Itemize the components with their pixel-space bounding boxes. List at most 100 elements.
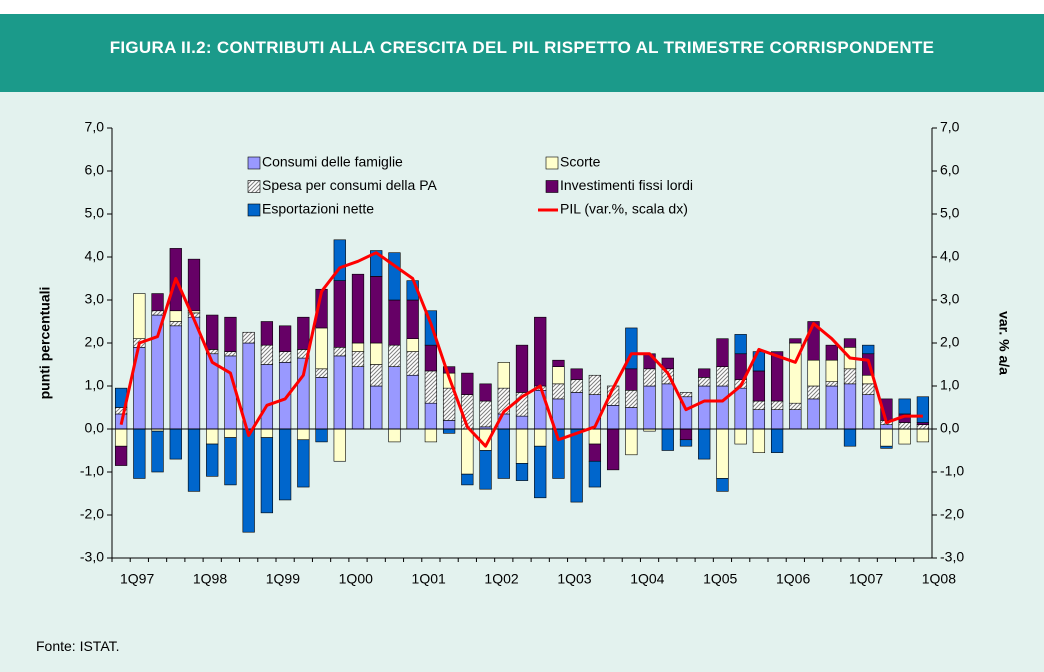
y2-tick-label: 7,0 — [940, 119, 960, 135]
bar-segment — [752, 409, 766, 430]
bar-segment — [206, 314, 219, 350]
bar-segment — [333, 280, 346, 348]
x-tick-label: 1Q00 — [339, 571, 373, 587]
y-tick-label: -1,0 — [80, 463, 104, 479]
y2-tick-label: 6,0 — [940, 162, 960, 178]
x-tick-label: 1Q06 — [776, 571, 810, 587]
bar-segment — [388, 344, 401, 367]
y-tick-label: 2,0 — [85, 334, 105, 350]
bar-segment — [260, 344, 274, 365]
bar-segment — [370, 250, 383, 277]
bar-segment — [151, 430, 164, 473]
bar-segment — [370, 342, 383, 365]
y2-axis-label: var. % a/a — [996, 311, 1012, 375]
bar-segment — [515, 415, 529, 430]
x-tick-label: 1Q99 — [266, 571, 300, 587]
bar-segment — [880, 424, 893, 430]
y-tick-label: 1,0 — [85, 377, 105, 393]
bar-segment — [351, 273, 365, 344]
bar-segment — [588, 374, 602, 395]
y2-tick-label: 1,0 — [940, 377, 960, 393]
bar-segment — [898, 422, 911, 430]
bar-segment — [260, 364, 274, 430]
bar-segment — [588, 443, 602, 462]
bar-segment — [698, 377, 711, 387]
bar-segment — [843, 368, 857, 385]
bar-segment — [570, 428, 583, 503]
bar-segment — [570, 392, 583, 430]
bar-segment — [260, 321, 274, 346]
bar-segment — [406, 338, 419, 352]
bar-segment — [770, 428, 784, 453]
bar-segment — [807, 398, 820, 430]
bar-segment — [315, 368, 328, 378]
bar-segment — [315, 377, 328, 430]
y2-tick-label: -3,0 — [940, 549, 964, 565]
bar-segment — [789, 402, 802, 410]
bar-segment — [169, 325, 182, 430]
bar-segment — [461, 428, 474, 475]
bar-segment — [351, 366, 365, 430]
bar-segment — [515, 428, 529, 464]
bar-segment — [424, 402, 438, 430]
y-tick-label: 4,0 — [85, 248, 105, 264]
bar-segment — [862, 344, 875, 355]
bar-segment — [497, 362, 510, 389]
y2-tick-label: -1,0 — [940, 463, 964, 479]
bar-segment — [880, 445, 893, 449]
bar-segment — [206, 443, 219, 477]
x-tick-label: 1Q08 — [922, 571, 956, 587]
bar-segment — [351, 342, 365, 352]
bar-segment — [461, 372, 474, 395]
bar-segment — [406, 351, 419, 376]
bar-segment — [698, 385, 711, 430]
bar-segment — [679, 392, 693, 398]
bar-segment — [333, 239, 346, 281]
bar-segment — [770, 409, 784, 430]
bar-segment — [716, 478, 729, 492]
bar-segment — [497, 428, 510, 479]
bar-segment — [534, 428, 547, 447]
bar-segment — [552, 383, 565, 400]
bar-segment — [625, 327, 638, 370]
bar-segment — [862, 383, 875, 395]
bar-segment — [151, 310, 164, 316]
bar-segment — [479, 450, 492, 490]
y2-tick-label: 5,0 — [940, 205, 960, 221]
y-tick-label: 6,0 — [85, 162, 105, 178]
bar-segment — [807, 385, 820, 400]
bar-segment — [789, 409, 802, 430]
bar-segment — [916, 422, 930, 425]
bar-segment — [880, 428, 893, 447]
bar-segment — [698, 428, 711, 460]
bar-segment — [588, 428, 602, 445]
bar-segment — [661, 383, 674, 430]
bar-segment — [424, 428, 438, 443]
bar-segment — [370, 276, 383, 344]
bar-segment — [169, 428, 182, 460]
bar-segment — [515, 463, 529, 481]
bar-segment — [625, 389, 638, 408]
bar-segment — [789, 338, 802, 344]
bar-segment — [370, 385, 383, 430]
bar-segment — [278, 351, 292, 363]
bar-segment — [169, 310, 182, 322]
bar-segment — [224, 316, 237, 352]
y2-tick-label: 0,0 — [940, 420, 960, 436]
bar-segment — [442, 420, 456, 430]
line-series — [119, 251, 923, 448]
bar-segment — [734, 428, 747, 445]
bar-segment — [916, 428, 930, 443]
y-tick-label: 3,0 — [85, 291, 105, 307]
bar-segment — [406, 299, 419, 340]
bar-segment — [716, 428, 729, 479]
bar-segment — [388, 252, 401, 301]
bar-segment — [297, 439, 310, 488]
bar-segment — [734, 334, 747, 355]
bar-segment — [625, 407, 638, 430]
bar-segment — [661, 357, 674, 370]
bar-segment — [479, 383, 492, 402]
bar-segment — [333, 355, 346, 430]
bar-segment — [770, 351, 784, 402]
bar-segment — [862, 394, 875, 430]
